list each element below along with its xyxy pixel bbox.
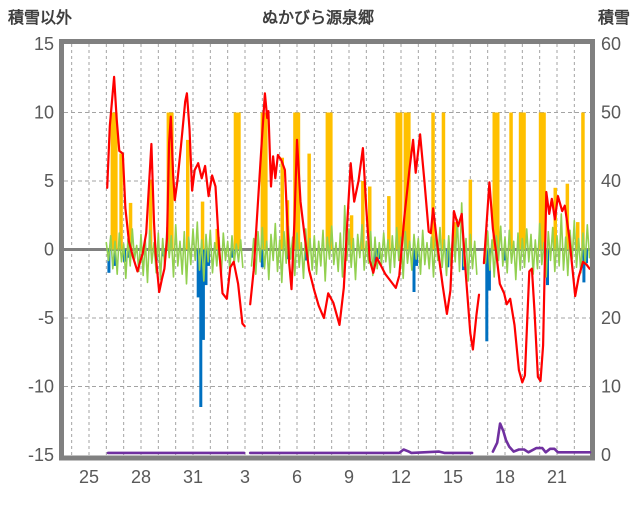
- sunshine-bars-bar: [110, 112, 118, 250]
- left-axis-ticks: 15 10 5 0 -5 -10 -15: [28, 34, 54, 465]
- sunshine-bars-bar: [148, 179, 153, 250]
- x-tick-label: 18: [495, 467, 515, 487]
- precipitation-bars-bar: [485, 249, 489, 342]
- snow-depth-line: [106, 422, 592, 455]
- x-tick-label: 6: [292, 467, 302, 487]
- sunshine-bars-bar: [166, 112, 174, 250]
- sunshine-bars-bar: [119, 153, 123, 250]
- right-tick-label: 10: [601, 377, 621, 397]
- precipitation-bars-bar: [412, 249, 416, 292]
- right-axis-ticks: 60 50 40 30 20 10 0: [601, 34, 621, 465]
- left-tick-label: 0: [44, 240, 54, 260]
- sunshine-bars-bar: [186, 139, 190, 250]
- sunshine-bars-bar: [509, 112, 513, 250]
- sunshine-bars-bar: [492, 112, 500, 250]
- sunshine-bars-bar: [518, 112, 526, 250]
- chart-title: ぬかびら源泉郷: [261, 10, 374, 27]
- left-tick-label: 5: [44, 171, 54, 191]
- left-tick-label: 10: [34, 103, 54, 123]
- sunshine-bars-bar: [576, 222, 580, 250]
- sunshine-bars-bar: [349, 215, 354, 250]
- right-tick-label: 40: [601, 171, 621, 191]
- left-tick-label: 15: [34, 34, 54, 54]
- x-tick-label: 15: [443, 467, 463, 487]
- sunshine-bars-bar: [368, 186, 372, 250]
- sunshine-bars-bar: [441, 112, 446, 250]
- sunshine-bars-bar: [395, 112, 403, 250]
- sunshine-bars-bar: [233, 112, 241, 250]
- x-tick-label: 28: [131, 467, 151, 487]
- right-axis-title: 積雪: [597, 10, 630, 27]
- precipitation-bars-bar: [201, 249, 205, 340]
- x-tick-label: 31: [183, 467, 203, 487]
- right-tick-label: 0: [601, 445, 611, 465]
- right-tick-label: 30: [601, 240, 621, 260]
- sunshine-bars-bar: [325, 112, 333, 250]
- precipitation-bars-bar: [304, 249, 308, 261]
- precipitation-bars-bar: [546, 249, 549, 286]
- precipitation-bars-bar: [582, 249, 586, 283]
- sunshine-bars-bar: [280, 157, 284, 250]
- x-tick-label: 9: [344, 467, 354, 487]
- sunshine-bars-bar: [431, 112, 435, 250]
- left-tick-label: -15: [28, 445, 54, 465]
- left-tick-label: -10: [28, 377, 54, 397]
- right-tick-label: 50: [601, 103, 621, 123]
- plot-border: [59, 39, 595, 461]
- temperature-line: [106, 75, 591, 384]
- precipitation-bars-bar: [196, 249, 200, 298]
- x-tick-label: 3: [240, 467, 250, 487]
- x-tick-label: 25: [79, 467, 99, 487]
- sunshine-bars-bar: [307, 153, 311, 250]
- precipitation-bars-bar: [503, 249, 507, 261]
- precipitation-bars-bar: [113, 249, 117, 266]
- precipitation-bars-bar: [585, 249, 588, 264]
- precipitation-bars-bar: [260, 249, 264, 268]
- sunshine-bars-bar: [403, 112, 411, 250]
- x-tick-label: 12: [391, 467, 411, 487]
- left-axis-title: 積雪以外: [8, 10, 73, 27]
- x-axis-ticks: 25 28 31 3 6 9 12 15 18 21: [79, 467, 567, 487]
- sunshine-bars-bar: [538, 112, 546, 250]
- sunshine-bars-bar: [215, 228, 219, 250]
- sunshine-bars-bar: [581, 112, 585, 250]
- sunshine-bars-bar: [361, 181, 365, 250]
- sunshine-bars-bar: [468, 179, 473, 250]
- precipitation-bars-bar: [199, 249, 203, 407]
- right-tick-label: 60: [601, 34, 621, 54]
- x-tick-label: 21: [547, 467, 567, 487]
- sunshine-bars-bar: [128, 202, 133, 250]
- sunshine-bars-bar: [453, 222, 457, 250]
- sunshine-bars-bar: [260, 112, 268, 250]
- precipitation-bars-bar: [204, 249, 208, 286]
- right-tick-label: 20: [601, 308, 621, 328]
- sunshine-bars-bar: [387, 196, 391, 250]
- left-tick-label: -5: [38, 308, 54, 328]
- sunshine-bars-bar: [200, 201, 205, 250]
